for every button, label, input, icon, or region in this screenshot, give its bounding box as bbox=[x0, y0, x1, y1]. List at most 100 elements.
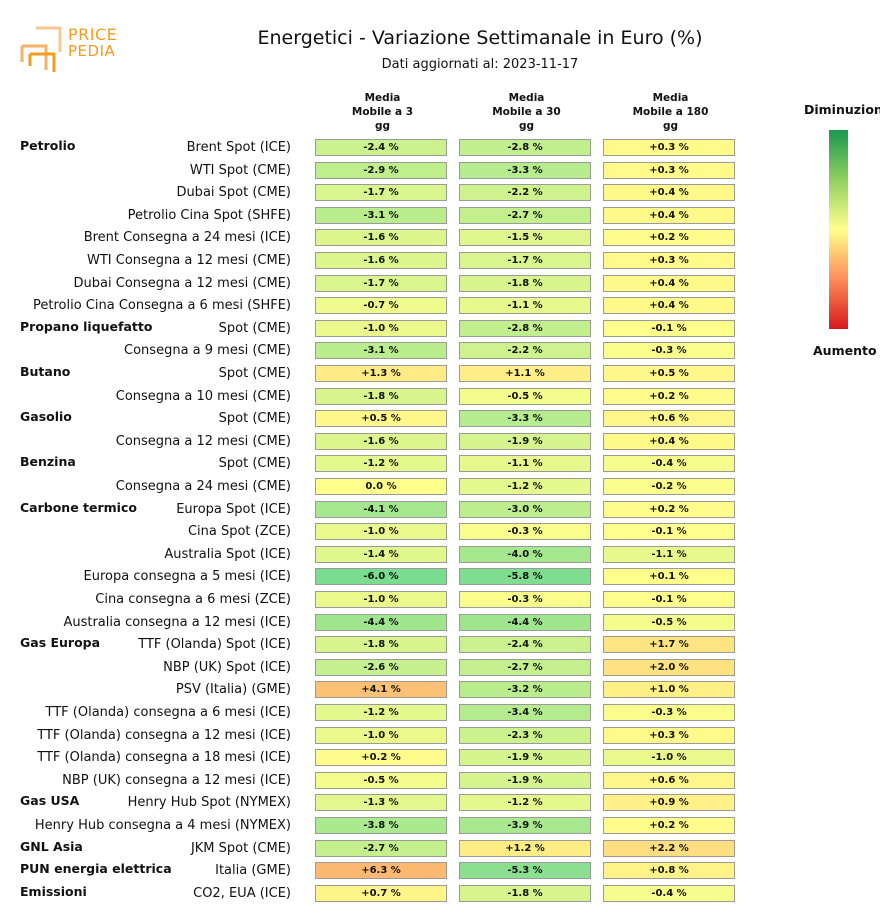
row-label: Dubai Consegna a 12 mesi (CME) bbox=[73, 275, 291, 291]
value-cell: -3.8 % bbox=[315, 817, 447, 834]
row-label: Australia Spot (ICE) bbox=[164, 546, 291, 562]
group-label: Petrolio bbox=[20, 138, 76, 153]
value-cell: -2.7 % bbox=[315, 839, 447, 857]
value-cell: +0.6 % bbox=[603, 410, 735, 428]
value-cell: -1.6 % bbox=[315, 229, 447, 247]
value-cell: -1.8 % bbox=[459, 274, 591, 292]
row-label: Consegna a 9 mesi (CME) bbox=[124, 343, 291, 359]
value-cell: +0.2 % bbox=[603, 817, 735, 834]
value-cell: -3.1 % bbox=[315, 206, 447, 224]
value-cell: -0.3 % bbox=[459, 523, 591, 541]
value-cell: -1.0 % bbox=[603, 749, 735, 767]
value-cell: +0.5 % bbox=[603, 365, 735, 382]
value-cell: +0.3 % bbox=[603, 161, 735, 179]
row-label: Petrolio Cina Consegna a 6 mesi (SHFE) bbox=[33, 298, 291, 314]
value-cell: -1.1 % bbox=[603, 545, 735, 563]
value-cell: -1.8 % bbox=[459, 884, 591, 902]
value-cell: -1.0 % bbox=[315, 523, 447, 541]
value-cell: -0.5 % bbox=[603, 613, 735, 631]
value-cell: +0.4 % bbox=[603, 297, 735, 315]
value-cell: -3.4 % bbox=[459, 704, 591, 721]
group-label: Carbone termico bbox=[20, 499, 137, 515]
row-label: PSV (Italia) (GME) bbox=[175, 682, 291, 698]
value-cell: -3.9 % bbox=[459, 817, 591, 834]
value-cell: +0.4 % bbox=[603, 274, 735, 292]
value-cell: -5.8 % bbox=[459, 568, 591, 586]
row-label: JKM Spot (CME) bbox=[190, 840, 291, 856]
pricepedia-logo-mark bbox=[20, 26, 62, 72]
row-label: CO2, EUA (ICE) bbox=[193, 885, 291, 901]
value-cell: -1.2 % bbox=[459, 478, 591, 495]
value-cell: +0.4 % bbox=[603, 206, 735, 224]
group-label: Gas Europa bbox=[20, 635, 101, 651]
value-cell: -0.3 % bbox=[603, 704, 735, 721]
value-cell: -0.3 % bbox=[459, 591, 591, 608]
group-label: Butano bbox=[20, 364, 71, 379]
value-cell: +2.2 % bbox=[603, 839, 735, 857]
value-cell: -0.4 % bbox=[603, 455, 735, 473]
value-cell: +0.7 % bbox=[315, 884, 447, 902]
value-cell: -1.4 % bbox=[315, 545, 447, 563]
value-cell: -0.3 % bbox=[603, 342, 735, 360]
value-cell: -3.0 % bbox=[459, 500, 591, 518]
value-cell: 0.0 % bbox=[315, 478, 447, 495]
row-label: Consegna a 12 mesi (CME) bbox=[115, 433, 291, 449]
row-label: Spot (CME) bbox=[218, 411, 291, 427]
value-cell: -3.3 % bbox=[459, 161, 591, 179]
value-cell: -2.6 % bbox=[315, 658, 447, 676]
chart-title: Energetici - Variazione Settimanale in E… bbox=[257, 27, 703, 49]
row-label: Petrolio Cina Spot (SHFE) bbox=[127, 207, 291, 223]
value-cell: -2.2 % bbox=[459, 184, 591, 202]
pricepedia-logo-text: PRICE PEDIA bbox=[68, 27, 117, 60]
value-cell: -0.4 % bbox=[603, 884, 735, 902]
row-label: Spot (CME) bbox=[218, 366, 291, 381]
value-cell: -1.8 % bbox=[315, 387, 447, 405]
value-cell: +0.2 % bbox=[603, 387, 735, 405]
value-cell: +0.1 % bbox=[603, 568, 735, 586]
value-cell: +0.9 % bbox=[603, 794, 735, 812]
value-cell: -4.0 % bbox=[459, 545, 591, 563]
value-cell: -3.2 % bbox=[459, 681, 591, 699]
row-label: Brent Spot (ICE) bbox=[186, 140, 291, 155]
value-cell: +0.6 % bbox=[603, 771, 735, 789]
row-label: Italia (GME) bbox=[215, 863, 291, 879]
row-label: TTF (Olanda) consegna a 12 mesi (ICE) bbox=[37, 727, 291, 743]
value-cell: -1.8 % bbox=[315, 636, 447, 654]
row-label: Consegna a 24 mesi (CME) bbox=[115, 479, 291, 494]
value-cell: +1.3 % bbox=[315, 365, 447, 382]
value-cell: +6.3 % bbox=[315, 862, 447, 880]
row-label: NBP (UK) Spot (ICE) bbox=[163, 659, 291, 675]
row-label: Europa Spot (ICE) bbox=[176, 501, 291, 517]
value-cell: -2.7 % bbox=[459, 206, 591, 224]
row-label: TTF (Olanda) Spot (ICE) bbox=[138, 637, 291, 653]
value-cell: -0.1 % bbox=[603, 523, 735, 541]
row-label: WTI Spot (CME) bbox=[189, 162, 291, 178]
value-cell: +0.3 % bbox=[603, 726, 735, 744]
column-header-1: Media Mobile a 3 gg bbox=[351, 92, 414, 132]
value-cell: +0.3 % bbox=[603, 252, 735, 269]
row-label: Consegna a 10 mesi (CME) bbox=[115, 388, 291, 404]
group-label: Gas USA bbox=[20, 793, 80, 809]
value-cell: +0.4 % bbox=[603, 432, 735, 450]
value-cell: -1.7 % bbox=[315, 274, 447, 292]
value-cell: -3.3 % bbox=[459, 410, 591, 428]
value-cell: -1.6 % bbox=[315, 432, 447, 450]
value-cell: -0.7 % bbox=[315, 297, 447, 315]
row-label: Europa consegna a 5 mesi (ICE) bbox=[83, 569, 291, 585]
row-label: TTF (Olanda) consegna a 6 mesi (ICE) bbox=[45, 705, 291, 720]
row-label: Dubai Spot (CME) bbox=[176, 185, 291, 201]
value-cell: -2.2 % bbox=[459, 342, 591, 360]
value-cell: -5.3 % bbox=[459, 862, 591, 880]
value-cell: +1.7 % bbox=[603, 636, 735, 654]
value-cell: -2.4 % bbox=[459, 636, 591, 654]
value-cell: -2.8 % bbox=[459, 319, 591, 337]
value-cell: +1.0 % bbox=[603, 681, 735, 699]
row-label: NBP (UK) consegna a 12 mesi (ICE) bbox=[62, 772, 291, 788]
value-cell: -1.6 % bbox=[315, 252, 447, 269]
value-cell: -1.5 % bbox=[459, 229, 591, 247]
value-cell: -1.9 % bbox=[459, 432, 591, 450]
value-cell: -0.5 % bbox=[459, 387, 591, 405]
row-label: Henry Hub consegna a 4 mesi (NYMEX) bbox=[34, 818, 291, 833]
value-cell: -1.9 % bbox=[459, 771, 591, 789]
value-cell: -4.1 % bbox=[315, 500, 447, 518]
